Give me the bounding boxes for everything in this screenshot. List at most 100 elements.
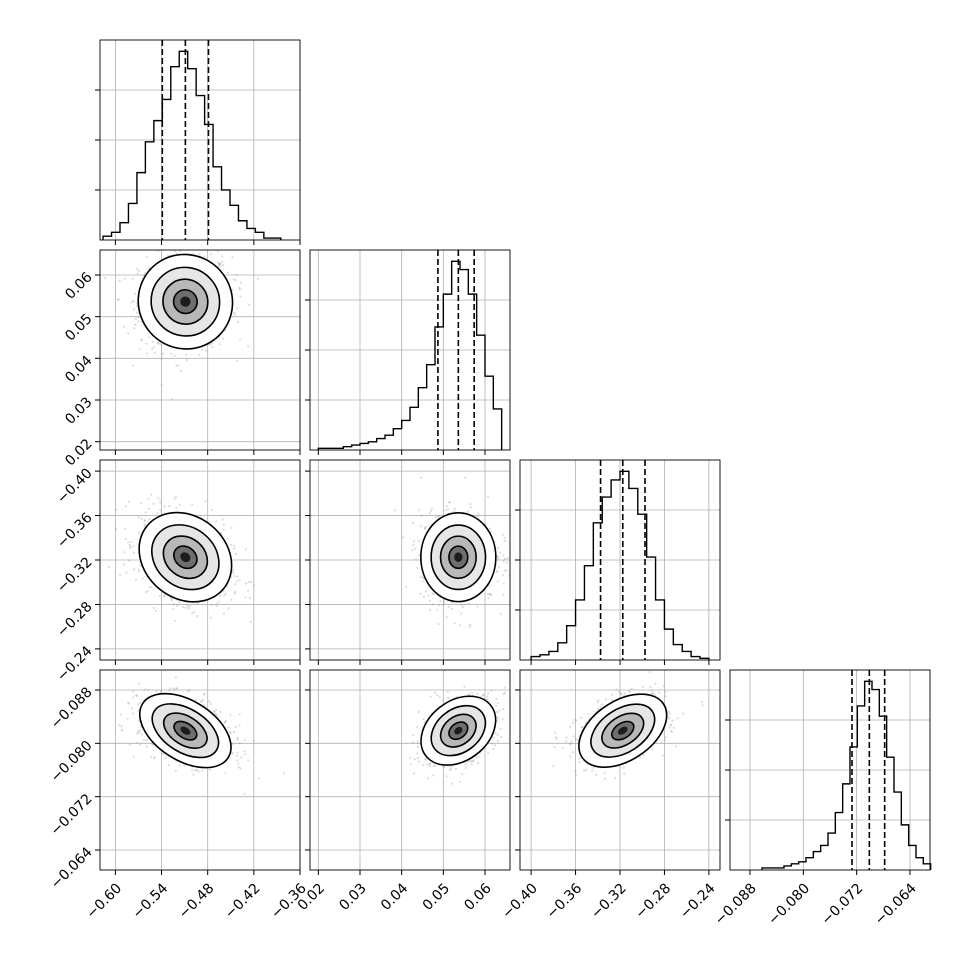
scatter-point xyxy=(244,753,246,755)
scatter-point xyxy=(217,262,219,264)
scatter-point xyxy=(157,497,159,499)
scatter-point xyxy=(201,349,203,351)
y-tick-label: −0.32 xyxy=(54,554,96,596)
scatter-point xyxy=(203,244,205,246)
scatter-point xyxy=(194,699,196,701)
hist-3 xyxy=(515,460,720,665)
scatter-point xyxy=(179,765,181,767)
scatter-point xyxy=(238,724,240,726)
scatter-point xyxy=(175,496,177,498)
scatter-point xyxy=(439,696,441,698)
scatter-point xyxy=(235,279,237,281)
scatter-point xyxy=(136,732,138,734)
scatter-point xyxy=(175,676,177,678)
scatter-point xyxy=(409,763,411,765)
scatter-point xyxy=(430,510,432,512)
scatter-point xyxy=(153,346,155,348)
scatter-point xyxy=(623,767,625,769)
scatter-point xyxy=(187,690,189,692)
scatter-point xyxy=(426,763,428,765)
scatter-point xyxy=(224,721,226,723)
panel-content xyxy=(552,671,703,782)
scatter-point xyxy=(701,701,703,703)
scatter-point xyxy=(135,318,137,320)
scatter-point xyxy=(506,569,508,571)
scatter-point xyxy=(153,607,155,609)
scatter-point xyxy=(283,772,285,774)
scatter-point xyxy=(171,598,173,600)
scatter-point xyxy=(133,308,135,310)
scatter-point xyxy=(503,537,505,539)
scatter-point xyxy=(417,757,419,759)
scatter-point xyxy=(124,278,126,280)
scatter-point xyxy=(239,742,241,744)
scatter-point xyxy=(196,615,198,617)
scatter-point xyxy=(451,783,453,785)
scatter-point xyxy=(171,398,173,400)
scatter-point xyxy=(425,526,427,528)
scatter-point xyxy=(237,321,239,323)
scatter-point xyxy=(250,581,252,583)
scatter-point xyxy=(502,718,504,720)
scatter-point xyxy=(429,765,431,767)
scatter-point xyxy=(132,690,134,692)
scatter-point xyxy=(454,622,456,624)
scatter-point xyxy=(420,525,422,527)
scatter-point xyxy=(500,613,502,615)
scatter-point xyxy=(472,760,474,762)
scatter-point xyxy=(138,682,140,684)
scatter-point xyxy=(184,607,186,609)
scatter-point xyxy=(228,726,230,728)
scatter-point xyxy=(428,594,430,596)
scatter-point xyxy=(160,358,162,360)
scatter-point xyxy=(438,604,440,606)
scatter-point xyxy=(183,765,185,767)
scatter-point xyxy=(215,520,217,522)
scatter-point xyxy=(173,498,175,500)
scatter-point xyxy=(433,765,435,767)
scatter-point xyxy=(125,538,127,540)
scatter-point xyxy=(174,620,176,622)
scatter-point xyxy=(604,778,606,780)
scatter-point xyxy=(239,295,241,297)
scatter-point xyxy=(504,558,506,560)
x-tick-label: −0.072 xyxy=(818,880,866,928)
scatter-point xyxy=(497,547,499,549)
x-tick-label: −0.080 xyxy=(765,880,813,928)
scatter-point xyxy=(235,726,237,728)
scatter-point xyxy=(159,509,161,511)
scatter-point xyxy=(234,593,236,595)
scatter-point xyxy=(239,713,241,715)
scatter-point xyxy=(157,342,159,344)
scatter-point xyxy=(493,748,495,750)
scatter-point xyxy=(144,523,146,525)
scatter-point xyxy=(415,559,417,561)
scatter-point xyxy=(562,747,564,749)
scatter-point xyxy=(236,307,238,309)
scatter-point xyxy=(467,510,469,512)
scatter-point xyxy=(425,759,427,761)
scatter-point xyxy=(136,312,138,314)
scatter-point xyxy=(216,602,218,604)
scatter-point xyxy=(471,763,473,765)
scatter-point xyxy=(413,540,415,542)
scatter-point xyxy=(682,713,684,715)
scatter-point xyxy=(248,304,250,306)
scatter-point xyxy=(495,732,497,734)
scatter-point xyxy=(125,572,127,574)
scatter-point xyxy=(489,527,491,529)
scatter-point xyxy=(204,255,206,257)
scatter-point xyxy=(187,606,189,608)
scatter-point xyxy=(159,343,161,345)
scatter-point xyxy=(189,689,191,691)
scatter-point xyxy=(134,324,136,326)
scatter-point xyxy=(420,576,422,578)
scatter-point xyxy=(231,527,233,529)
scatter-point xyxy=(129,547,131,549)
scatter-point xyxy=(450,768,452,770)
scatter-point xyxy=(132,365,134,367)
scatter-point xyxy=(133,568,135,570)
scatter-point xyxy=(233,545,235,547)
scatter-point xyxy=(418,761,420,763)
